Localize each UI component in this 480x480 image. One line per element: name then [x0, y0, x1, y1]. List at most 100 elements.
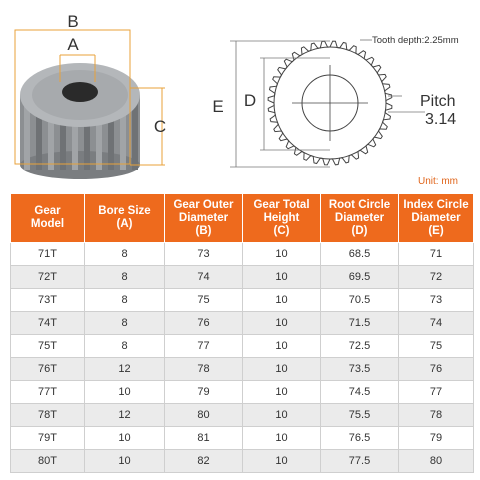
table-cell: 10 — [242, 380, 321, 404]
table-cell: 76 — [398, 357, 474, 381]
column-header-line: Model — [30, 218, 65, 230]
table-cell: 74.5 — [320, 380, 399, 404]
gear-tooth-stripe — [120, 100, 126, 170]
table-cell: 8 — [84, 311, 165, 335]
label-d: D — [244, 91, 256, 110]
table-cell: 72T — [10, 265, 85, 289]
gear-outline-drawing — [267, 40, 393, 166]
table-cell: 12 — [84, 357, 165, 381]
table-row: 75T 8 77 10 72.5 75 — [10, 334, 474, 358]
column-header-line: (C) — [273, 224, 290, 237]
pitch-label: Pitch — [420, 93, 456, 110]
table-cell: 10 — [84, 449, 165, 473]
table-cell: 75T — [10, 334, 85, 358]
header-row: Gear Model Bore Size (A) Gear Outer Diameter(… — [10, 193, 474, 243]
label-a: A — [67, 35, 79, 54]
table-cell: 77.5 — [320, 449, 399, 473]
column-header-line: Bore Size — [98, 205, 151, 217]
table-body: 71T 8 73 10 68.5 71 72T 8 74 10 69.5 72 73T 8 75 10 70.5… — [10, 242, 474, 473]
table-cell: 79 — [164, 380, 243, 404]
gear-diagram-area: B A C E D Tooth depth:2.25mm Pitch 3.14 — [0, 0, 480, 180]
table-cell: 68.5 — [320, 242, 399, 266]
table-cell: 71 — [398, 242, 474, 266]
table-cell: 73.5 — [320, 357, 399, 381]
gear-tooth-stripe — [108, 100, 114, 170]
gear-photo — [20, 63, 140, 179]
table-row: 79T 10 81 10 76.5 79 — [10, 426, 474, 450]
table-cell: 71.5 — [320, 311, 399, 335]
table-cell: 82 — [164, 449, 243, 473]
table-cell: 71T — [10, 242, 85, 266]
column-header: Gear Model — [10, 193, 85, 243]
table-cell: 72.5 — [320, 334, 399, 358]
label-c: C — [154, 117, 166, 136]
table-cell: 77 — [398, 380, 474, 404]
gear-tooth-stripe — [132, 100, 138, 170]
table-row: 76T 12 78 10 73.5 76 — [10, 357, 474, 381]
column-header-line: Diameter — [334, 211, 385, 224]
table-cell: 81 — [164, 426, 243, 450]
table-cell: 80 — [398, 449, 474, 473]
table-cell: 79T — [10, 426, 85, 450]
photo-dimension-lines — [14, 29, 165, 166]
gear-tooth-stripe — [72, 100, 78, 170]
table-cell: 74T — [10, 311, 85, 335]
table-cell: 76T — [10, 357, 85, 381]
table-cell: 80 — [164, 403, 243, 427]
table-cell: 10 — [242, 265, 321, 289]
table-cell: 10 — [242, 334, 321, 358]
table-cell: 77T — [10, 380, 85, 404]
table-row: 77T 10 79 10 74.5 77 — [10, 380, 474, 404]
table-cell: 8 — [84, 288, 165, 312]
table-cell: 75.5 — [320, 403, 399, 427]
table-row: 80T 10 82 10 77.5 80 — [10, 449, 474, 473]
table-cell: 78 — [164, 357, 243, 381]
table-row: 72T 8 74 10 69.5 72 — [10, 265, 474, 289]
column-header: Index Circle Diameter (E) — [398, 193, 474, 243]
table-cell: 12 — [84, 403, 165, 427]
column-header-line: Height — [263, 211, 300, 224]
column-header-line: (E) — [428, 224, 444, 237]
table-cell: 73 — [164, 242, 243, 266]
gear-tooth-stripe — [84, 100, 90, 170]
column-header-line: (A) — [116, 218, 133, 230]
table-row: 78T 12 80 10 75.5 78 — [10, 403, 474, 427]
table-row: 74T 8 76 10 71.5 74 — [10, 311, 474, 335]
gear-tooth-stripe — [60, 100, 66, 170]
table-cell: 10 — [242, 311, 321, 335]
table-cell: 10 — [242, 357, 321, 381]
column-header: Root Circle Diameter (D) — [320, 193, 399, 243]
pitch-value: 3.14 — [425, 111, 456, 128]
gear-tooth-stripe — [36, 100, 42, 170]
column-header-line: Gear — [34, 205, 61, 217]
table-row: 73T 8 75 10 70.5 73 — [10, 288, 474, 312]
table-cell: 78 — [398, 403, 474, 427]
table-cell: 70.5 — [320, 288, 399, 312]
table-cell: 80T — [10, 449, 85, 473]
table-cell: 78T — [10, 403, 85, 427]
outline-dimension-lines — [230, 39, 425, 168]
table-cell: 76.5 — [320, 426, 399, 450]
table-cell: 72 — [398, 265, 474, 289]
table-cell: 73 — [398, 288, 474, 312]
table-row: 71T 8 73 10 68.5 71 — [10, 242, 474, 266]
table-cell: 79 — [398, 426, 474, 450]
column-header-line: (B) — [195, 224, 212, 237]
column-header: Gear Outer Diameter (B) — [164, 193, 243, 243]
gear-diagram: B A C E D Tooth depth:2.25mm Pitch 3.14 — [14, 12, 459, 179]
gear-tooth-stripe — [24, 100, 30, 170]
table-cell: 75 — [164, 288, 243, 312]
table-cell: 8 — [84, 242, 165, 266]
gear-tooth-stripe — [48, 100, 54, 170]
label-e: E — [212, 97, 223, 116]
table-cell: 77 — [164, 334, 243, 358]
column-header-line: Diameter — [178, 211, 229, 224]
gear-spec-table: Gear Model Bore Size (A) Gear Outer Diameter(… — [10, 193, 474, 473]
table-cell: 10 — [242, 426, 321, 450]
column-header-line: Gear Total — [253, 198, 310, 211]
table-cell: 10 — [242, 449, 321, 473]
table-cell: 8 — [84, 334, 165, 358]
column-header-line: Index Circle — [403, 198, 469, 211]
unit-label: Unit: mm — [418, 176, 458, 187]
table-cell: 75 — [398, 334, 474, 358]
